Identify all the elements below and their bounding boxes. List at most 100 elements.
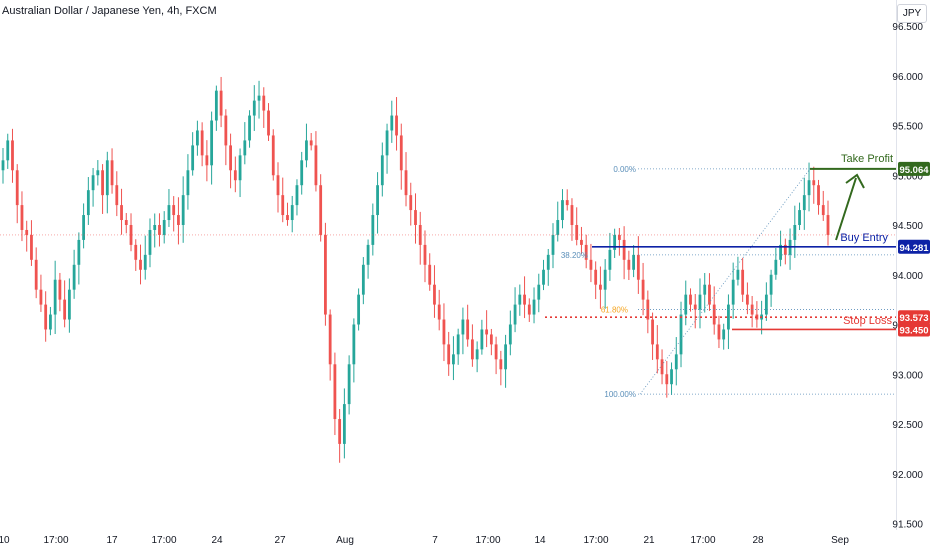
- x-tick-label: 10: [0, 535, 10, 546]
- candle-body: [404, 170, 408, 196]
- candle-body: [333, 364, 337, 420]
- candle-body: [807, 180, 811, 196]
- candle-body: [651, 319, 654, 345]
- candle-body: [793, 225, 797, 240]
- candle-body: [53, 279, 57, 315]
- candle-body: [91, 175, 95, 191]
- candle-body: [276, 175, 280, 196]
- candle-body: [580, 239, 583, 245]
- fib-trend-line: [639, 168, 811, 395]
- candle-body: [745, 294, 749, 305]
- candle-body: [570, 205, 574, 225]
- x-tick-label: Sep: [831, 535, 849, 546]
- fib-level-label: 0.00%: [613, 165, 636, 174]
- candle-body: [257, 95, 261, 101]
- candle-body: [665, 374, 669, 385]
- candle-body: [49, 314, 52, 330]
- candle-body: [727, 304, 730, 330]
- candle-body: [542, 269, 545, 285]
- candle-body: [153, 225, 157, 230]
- candle-body: [248, 115, 251, 141]
- y-tick-label: 92.000: [892, 470, 923, 481]
- candle-body: [210, 120, 214, 166]
- candle-body: [537, 284, 541, 300]
- candle-body: [328, 314, 332, 365]
- candle-body: [546, 254, 550, 270]
- candle-body: [376, 185, 379, 216]
- candle-body: [191, 145, 195, 171]
- buy-entry-label: Buy Entry: [840, 232, 888, 244]
- currency-button[interactable]: JPY: [897, 4, 927, 23]
- candle-body: [11, 140, 14, 171]
- candle-body: [428, 264, 432, 285]
- x-tick-label: 17:00: [43, 535, 68, 546]
- candle-body: [200, 130, 204, 156]
- candle-body: [731, 279, 735, 305]
- candle-body: [44, 304, 48, 330]
- x-tick-label: 14: [534, 535, 546, 546]
- candle-body: [124, 220, 128, 225]
- candle-body: [764, 294, 768, 315]
- y-tick-label: 93.000: [892, 370, 923, 381]
- candle-body: [409, 195, 413, 211]
- candle-body: [470, 339, 474, 360]
- candle-body: [414, 210, 417, 225]
- x-tick-label: 21: [643, 535, 655, 546]
- candle-body: [134, 244, 138, 260]
- candle-body: [489, 334, 493, 345]
- stop-loss-label: Stop Loss: [843, 315, 892, 327]
- candle-body: [129, 225, 133, 245]
- candle-body: [466, 319, 470, 340]
- candle-body: [305, 140, 308, 161]
- candle-body: [300, 160, 304, 186]
- candle-body: [594, 269, 598, 285]
- candle-body: [139, 259, 142, 270]
- y-tick-label: 96.000: [892, 72, 923, 83]
- stop-loss-price-tag-1: 93.573: [899, 313, 928, 324]
- candle-body: [802, 195, 806, 211]
- candle-body: [352, 324, 356, 365]
- stop-loss-price-tag-1-bg: [898, 310, 930, 325]
- candle-body: [693, 304, 697, 310]
- candle-body: [603, 269, 607, 290]
- candle-body: [437, 304, 441, 320]
- candle-body: [655, 344, 659, 360]
- candle-body: [698, 294, 702, 310]
- candle-body: [6, 140, 10, 161]
- candle-body: [290, 205, 294, 221]
- y-tick-label: 94.500: [892, 221, 923, 232]
- candle-body: [599, 284, 602, 290]
- candle-body: [608, 249, 612, 270]
- candle-body: [480, 329, 484, 350]
- candle-body: [96, 170, 100, 176]
- candle-body: [461, 319, 465, 335]
- candles: [1, 76, 830, 463]
- candle-body: [722, 329, 726, 340]
- y-tick-label: 96.500: [892, 22, 923, 33]
- candle-body: [314, 145, 318, 186]
- candle-body: [162, 220, 166, 235]
- y-tick-label: 92.500: [892, 420, 923, 431]
- candle-body: [177, 215, 180, 225]
- candle-body: [115, 185, 119, 206]
- candle-body: [708, 284, 711, 305]
- candle-body: [717, 324, 721, 340]
- take-profit-price-tag: 95.064: [899, 165, 929, 176]
- candle-body: [219, 90, 223, 116]
- candle-body: [82, 215, 86, 240]
- y-tick-label: 94.000: [892, 271, 923, 282]
- candle-body: [575, 225, 579, 240]
- candle-body: [342, 404, 346, 444]
- candle-body: [565, 200, 569, 206]
- y-tick-label: 95.000: [892, 171, 923, 182]
- candle-body: [399, 135, 403, 171]
- candle-body: [527, 304, 531, 315]
- candle-body: [433, 284, 436, 305]
- candle-body: [741, 269, 745, 295]
- candle-body: [551, 234, 555, 255]
- candle-body: [238, 155, 242, 181]
- candle-body: [736, 269, 740, 280]
- candle-body: [452, 354, 455, 365]
- candle-body: [561, 200, 564, 221]
